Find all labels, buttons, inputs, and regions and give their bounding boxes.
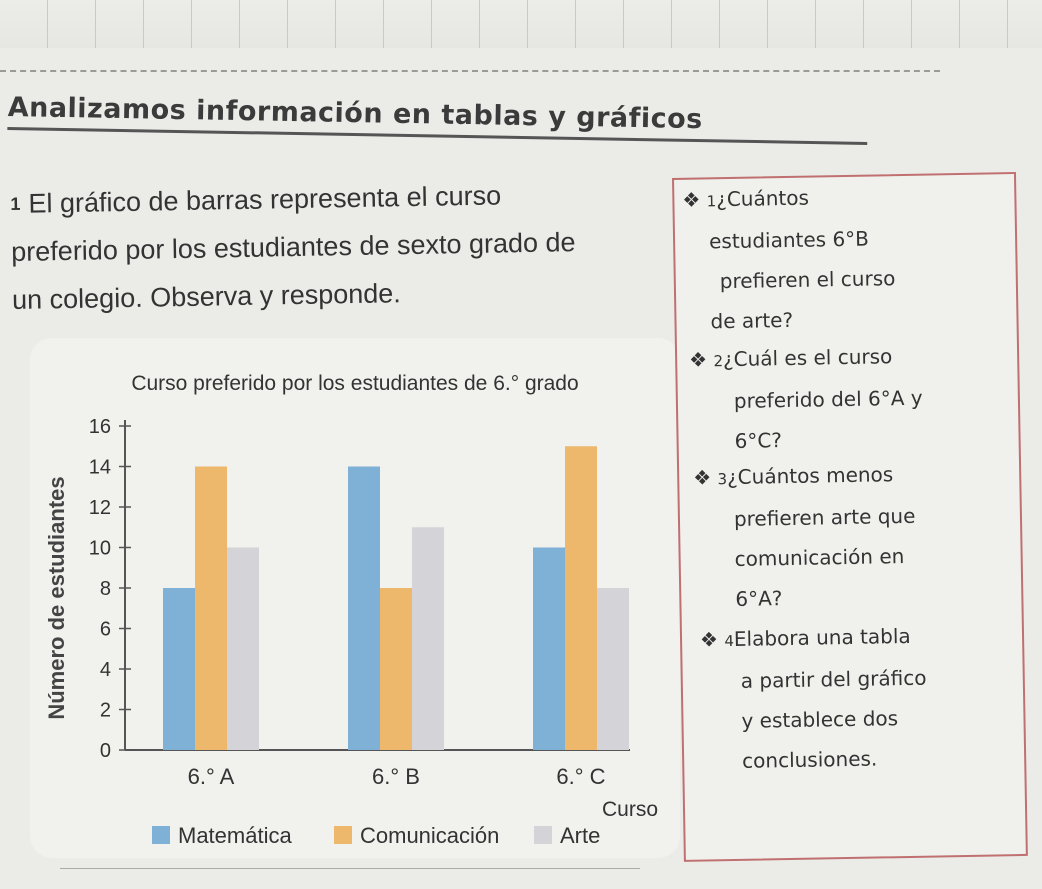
- x-tick-label: 6.° A: [188, 764, 235, 789]
- legend-swatch: [152, 826, 170, 844]
- y-tick-label: 8: [100, 578, 111, 600]
- bar-comunicación: [565, 446, 597, 750]
- y-tick-label: 12: [89, 497, 111, 519]
- y-tick-label: 10: [89, 538, 111, 560]
- notebook-grid-header: [0, 0, 1042, 48]
- dashed-divider: [0, 70, 940, 72]
- divider: [60, 868, 640, 869]
- diamond-bullet-icon: ❖: [688, 347, 708, 372]
- bar-chart: Curso preferido por los estudiantes de 6…: [44, 372, 658, 848]
- bar-matemática: [163, 588, 195, 750]
- bar-arte: [597, 588, 629, 750]
- bar-arte: [412, 527, 444, 750]
- bar-comunicación: [195, 466, 227, 750]
- x-tick-label: 6.° C: [556, 764, 605, 789]
- bar-matemática: [533, 547, 565, 750]
- chart-title: Curso preferido por los estudiantes de 6…: [131, 372, 578, 395]
- prompt-line: preferido por los estudiantes de sexto g…: [10, 227, 576, 267]
- chart-card: Curso preferido por los estudiantes de 6…: [30, 338, 680, 858]
- x-axis-label: Curso: [602, 798, 658, 821]
- exercise-prompt: 1 El gráfico de barras representa el curs…: [10, 169, 652, 324]
- legend-label: Arte: [560, 823, 600, 848]
- diamond-bullet-icon: ❖: [693, 465, 712, 490]
- prompt-line: un colegio. Observa y responde.: [11, 278, 402, 315]
- prompt-line: El gráfico de barras representa el curso: [28, 180, 502, 219]
- question-3: ❖ 3¿Cuántos menos prefieren arte que com…: [693, 462, 916, 611]
- section-title: Analizamos información en tablas y gráfi…: [7, 92, 868, 146]
- questions-box: ❖ 1¿Cuántos estudiantes 6°B prefieren el…: [672, 171, 1028, 862]
- y-tick-label: 0: [100, 740, 111, 762]
- y-tick-label: 4: [100, 659, 111, 681]
- question-4: ❖ 4Elabora una tabla a partir del gráfic…: [699, 623, 927, 773]
- bar-arte: [227, 547, 259, 750]
- bar-comunicación: [380, 588, 412, 750]
- legend-swatch: [334, 826, 352, 844]
- y-tick-label: 16: [89, 416, 111, 438]
- legend-swatch: [534, 826, 552, 844]
- question-2: ❖ 2¿Cuál es el curso preferido del 6°A y…: [688, 344, 923, 453]
- diamond-bullet-icon: ❖: [699, 627, 719, 652]
- y-tick-label: 14: [89, 457, 111, 479]
- legend-label: Comunicación: [360, 823, 499, 848]
- legend-label: Matemática: [178, 823, 292, 848]
- y-axis-label: Número de estudiantes: [44, 476, 69, 719]
- y-tick-label: 2: [100, 700, 111, 722]
- exercise-number: 1: [10, 193, 21, 214]
- y-tick-label: 6: [100, 619, 111, 641]
- x-tick-label: 6.° B: [372, 764, 420, 789]
- question-1: ❖ 1¿Cuántos estudiantes 6°B prefieren el…: [682, 185, 896, 334]
- bar-matemática: [348, 466, 380, 750]
- diamond-bullet-icon: ❖: [682, 187, 701, 212]
